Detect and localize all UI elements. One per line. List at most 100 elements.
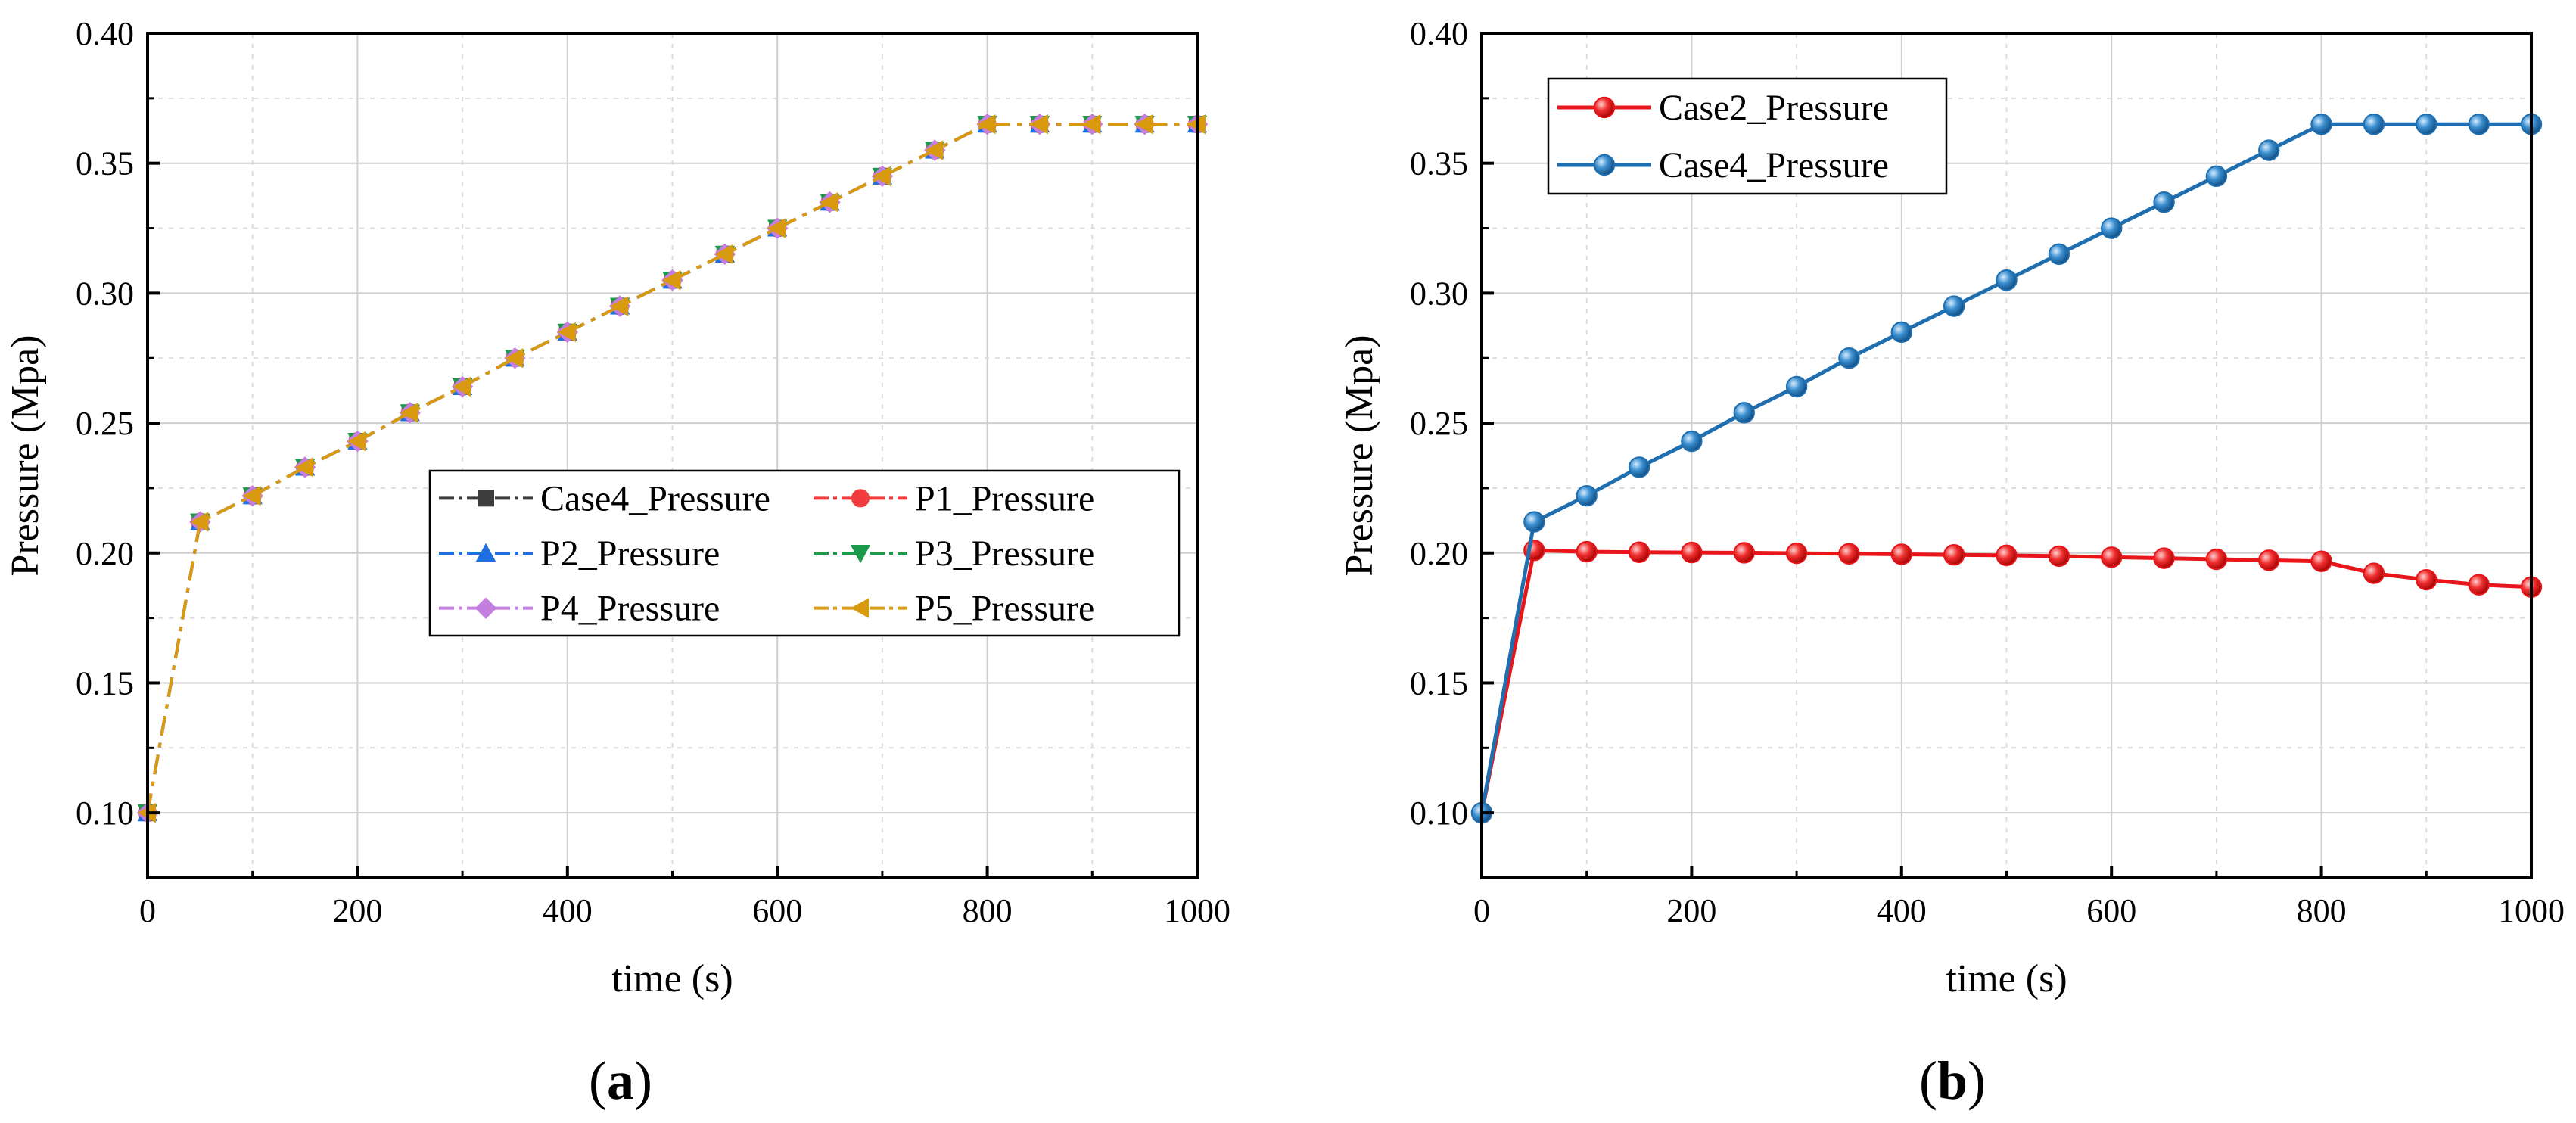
data-point: [294, 457, 314, 478]
data-point: [1838, 543, 1860, 565]
legend-item: Case4_Pressure: [1557, 145, 1889, 185]
legend-label: Case2_Pressure: [1659, 88, 1889, 128]
data-point: [400, 403, 418, 423]
data-point: [2468, 113, 2490, 135]
data-point: [872, 166, 891, 187]
legend-a: Case4_Pressure P1_Pressure P2_Pressure P3_P…: [428, 469, 1181, 637]
data-point: [1681, 541, 1703, 564]
data-point: [347, 431, 366, 452]
legend-label: Case4_Pressure: [540, 478, 770, 518]
x-tick-label: 200: [332, 892, 382, 929]
plot-frame-a: [146, 32, 1199, 879]
ticks-b: 0 200 400 600 800 1000 0.10 0.15 0.20 0.25 0.30 0.3…: [1410, 15, 2565, 929]
panel-letter-b: b: [1937, 1050, 1968, 1111]
legend-item: P5_Pressure: [814, 589, 1094, 629]
legend-item: P2_Pressure: [439, 534, 720, 574]
data-point: [1733, 542, 1755, 564]
series-Case4_Pressure: [1470, 113, 2543, 824]
legend-item: Case2_Pressure: [1557, 88, 1889, 128]
y-tick-label: 0.10: [76, 795, 134, 832]
y-tick-label: 0.35: [1410, 145, 1468, 182]
panel-label-a: (a): [589, 1050, 652, 1111]
x-tick-label: 200: [1666, 892, 1716, 929]
legend-marker: [474, 597, 497, 619]
data-point: [2101, 217, 2123, 239]
x-tick-label: 600: [2086, 892, 2136, 929]
data-point: [2416, 113, 2438, 135]
data-point: [609, 296, 629, 316]
data-point: [2101, 546, 2123, 568]
series-group-b: [1470, 113, 2543, 824]
y-tick-label: 0.30: [76, 275, 134, 312]
data-point: [2468, 574, 2490, 596]
x-axis-label-b: time (s): [1946, 957, 2067, 1000]
y-tick-label: 0.20: [76, 535, 134, 572]
legend-item: P1_Pressure: [814, 478, 1094, 518]
data-point: [977, 114, 996, 135]
data-point: [1838, 347, 1860, 369]
legend-marker: [851, 489, 870, 508]
data-point: [1733, 402, 1755, 424]
data-point: [2048, 243, 2070, 266]
data-point: [767, 218, 786, 238]
data-point: [1890, 543, 1913, 565]
x-tick-label: 0: [139, 892, 156, 929]
legend-label: Case4_Pressure: [1659, 145, 1889, 185]
x-tick-label: 400: [1877, 892, 1927, 929]
legend-label: P1_Pressure: [915, 478, 1094, 518]
series-group-a: [136, 113, 1209, 824]
legend-label: P2_Pressure: [540, 534, 720, 574]
data-point: [1576, 485, 1598, 507]
data-point: [1996, 269, 2018, 291]
data-point: [1943, 543, 1965, 566]
data-point: [1029, 114, 1048, 135]
data-point: [2153, 547, 2175, 569]
data-point: [1890, 321, 1913, 344]
y-axis-label-b: Pressure (Mpa): [1338, 334, 1381, 576]
data-point: [2205, 165, 2228, 188]
data-point: [190, 512, 209, 532]
data-point: [1134, 114, 1153, 135]
data-point: [820, 192, 838, 213]
data-point: [2310, 113, 2332, 135]
data-point: [2416, 568, 2438, 591]
data-point: [925, 140, 944, 160]
legend-marker: [475, 543, 496, 562]
data-point: [2048, 545, 2070, 568]
data-point: [1785, 542, 1808, 565]
series-P5_Pressure: [137, 114, 1206, 823]
legend-item: Case4_Pressure: [439, 478, 770, 518]
ticks-a: 0 200 400 600 800 1000 0.10 0.15 0.20 0.25 0.30 0.3…: [76, 15, 1230, 929]
data-point: [1082, 114, 1101, 135]
y-tick-label: 0.15: [76, 664, 134, 701]
series-Case2_Pressure: [1470, 540, 2543, 824]
grid-a: [147, 33, 1198, 878]
data-point: [1943, 295, 1965, 317]
data-point: [2310, 550, 2332, 572]
data-point: [505, 348, 524, 369]
x-tick-label: 600: [752, 892, 802, 929]
chart-panel-a: 0 200 400 600 800 1000 0.10 0.15 0.20 0.25 0.30 0.3…: [4, 15, 1230, 1111]
data-point: [714, 244, 733, 265]
legend-label: P5_Pressure: [915, 589, 1094, 629]
legend-marker: [850, 545, 871, 564]
x-tick-label: 0: [1473, 892, 1490, 929]
data-point: [1576, 540, 1598, 563]
y-tick-label: 0.25: [1410, 405, 1468, 442]
x-tick-label: 800: [963, 892, 1013, 929]
x-axis-label-a: time (s): [611, 957, 733, 1000]
data-point: [1996, 544, 2018, 567]
data-point: [1628, 541, 1650, 563]
data-point: [662, 270, 681, 291]
legend-b: Case2_Pressure Case4_Pressure: [1547, 77, 1948, 195]
data-point: [2363, 113, 2385, 135]
y-axis-label-a: Pressure (Mpa): [4, 334, 47, 576]
y-tick-label: 0.25: [76, 405, 134, 442]
data-point: [2258, 139, 2280, 161]
legend-marker: [1593, 154, 1616, 176]
x-tick-label: 800: [2297, 892, 2347, 929]
data-point: [452, 376, 471, 397]
data-point: [2258, 549, 2280, 571]
legend-marker: [850, 598, 869, 618]
